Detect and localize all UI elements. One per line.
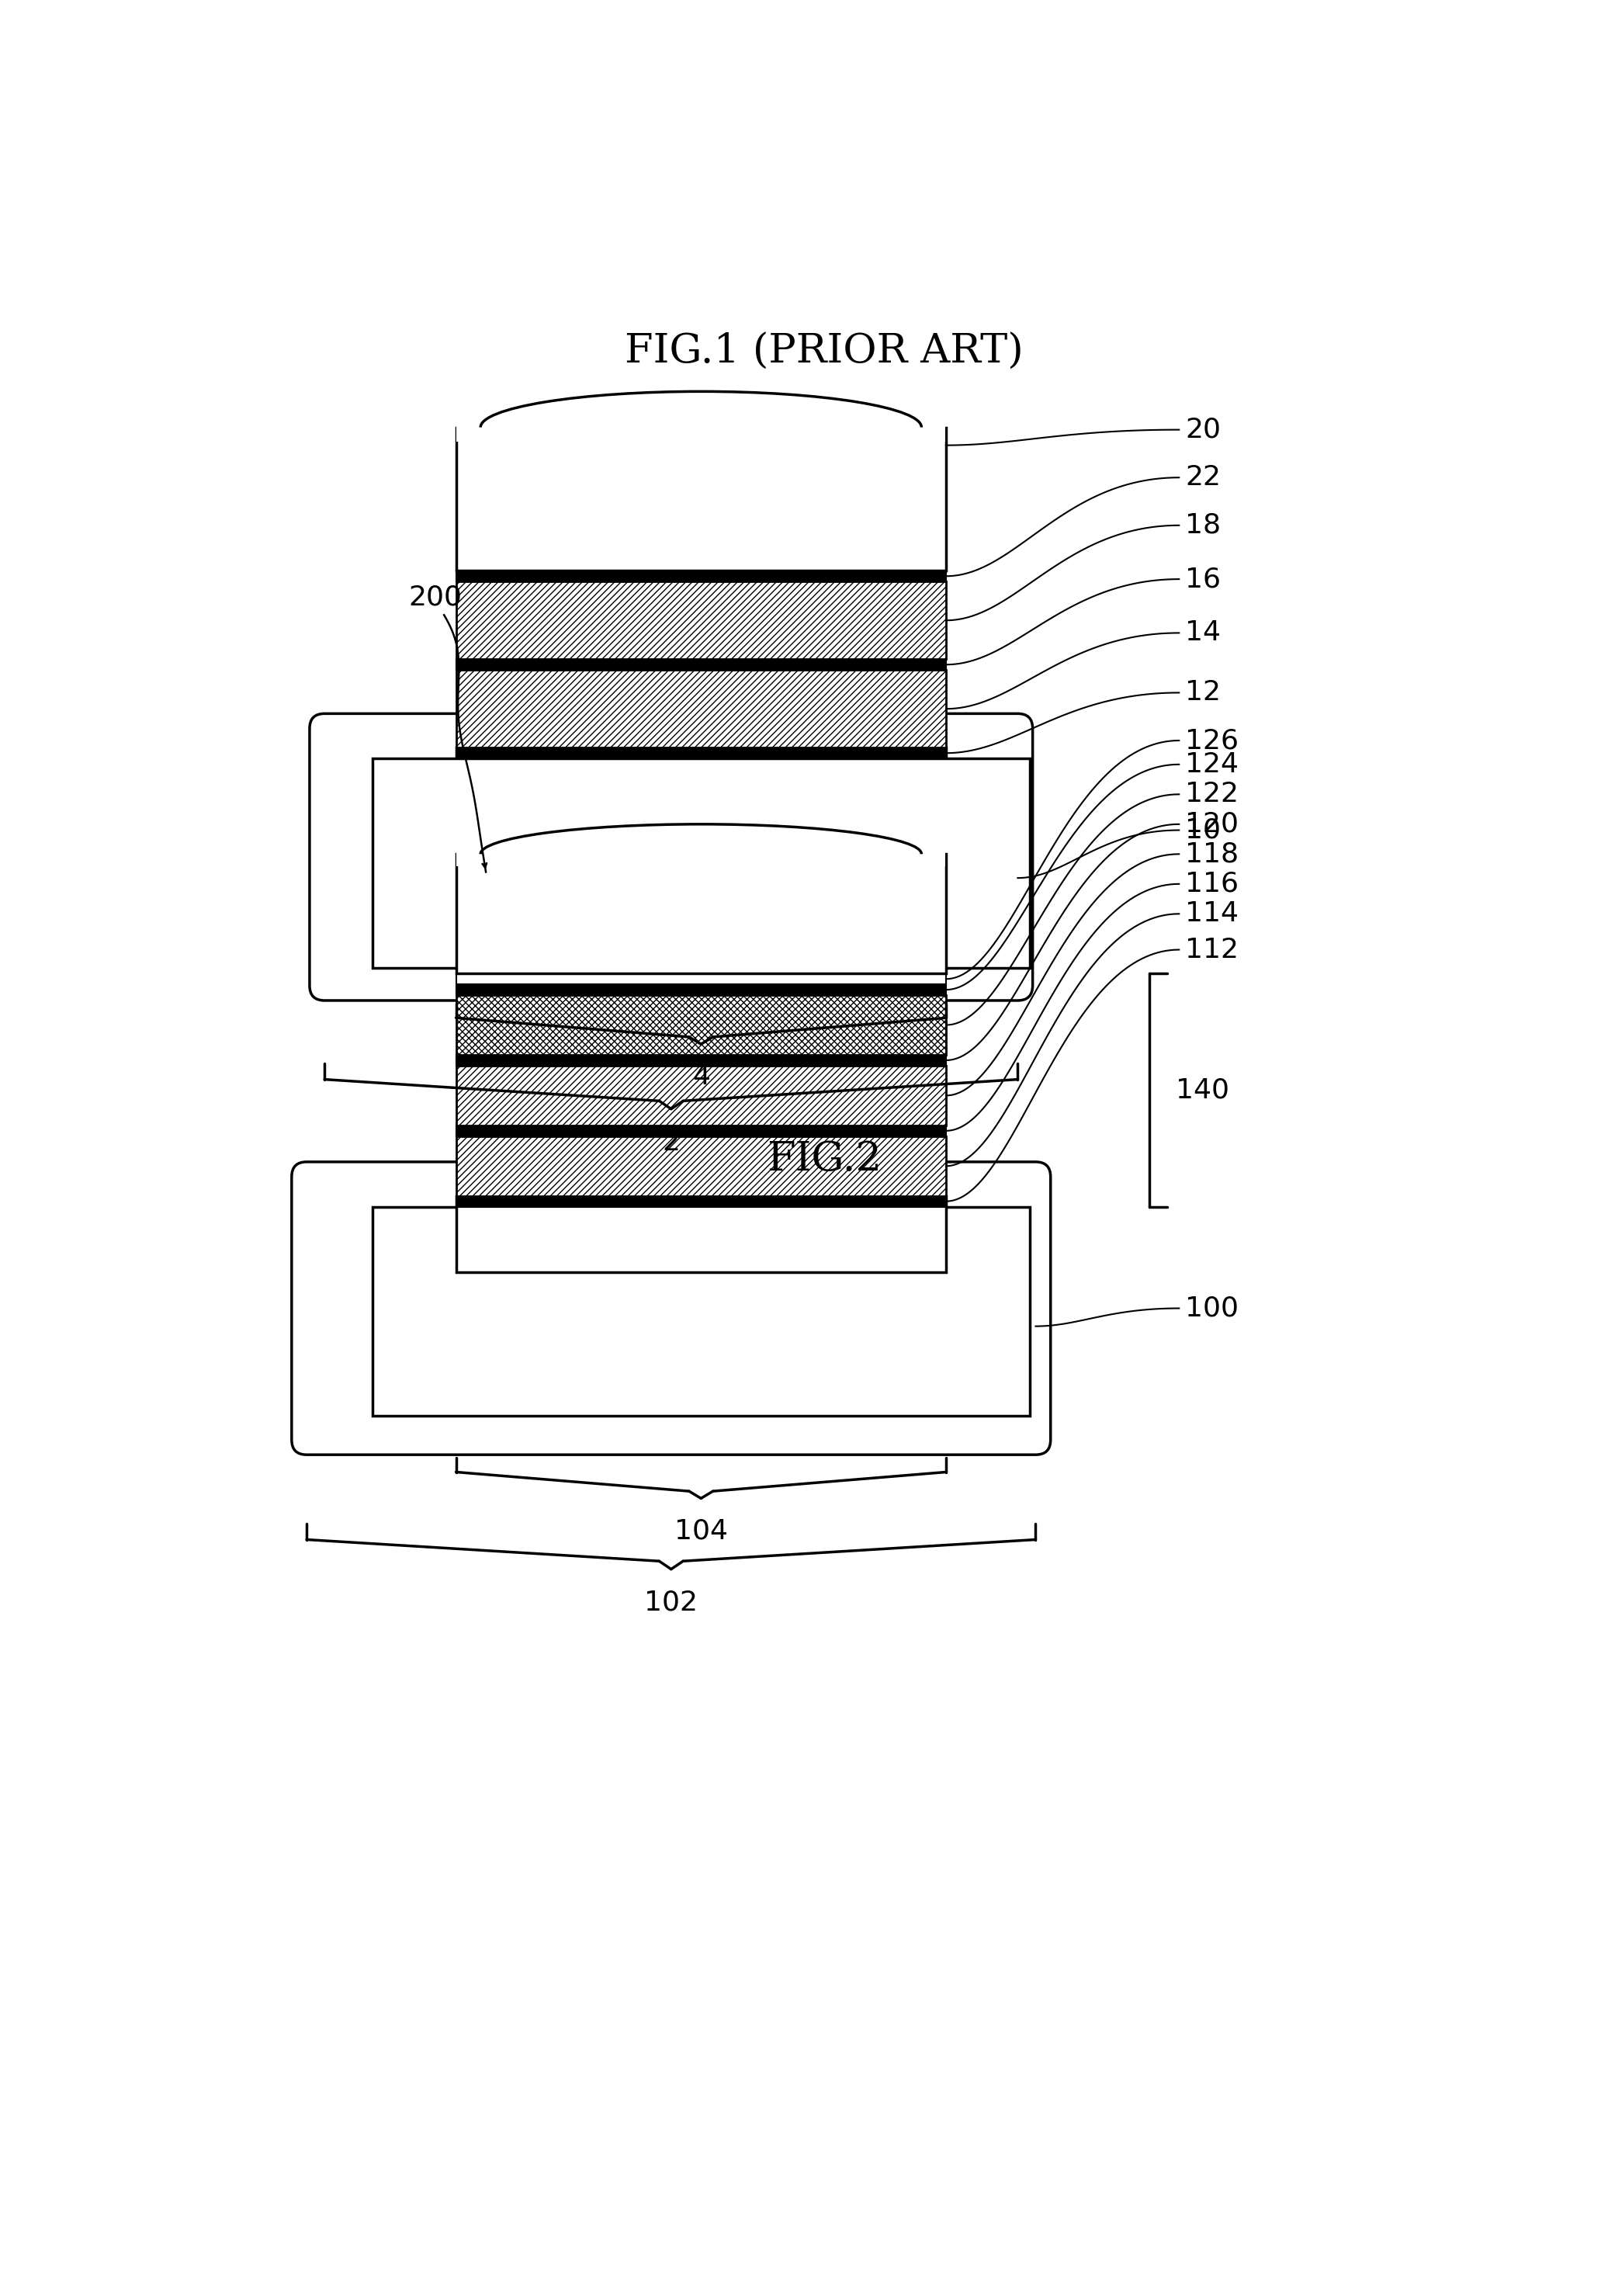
Bar bbox=[457, 670, 946, 748]
Bar bbox=[457, 1054, 946, 1065]
Bar bbox=[457, 994, 946, 1054]
Text: 122: 122 bbox=[1185, 781, 1238, 808]
Text: 4: 4 bbox=[691, 1063, 709, 1091]
Text: 126: 126 bbox=[1185, 728, 1238, 753]
Bar bbox=[457, 994, 946, 1054]
Bar bbox=[457, 427, 946, 572]
Bar bbox=[457, 974, 946, 985]
Text: 2: 2 bbox=[662, 1130, 680, 1155]
Bar bbox=[457, 1137, 946, 1196]
Bar bbox=[457, 581, 946, 659]
Bar bbox=[457, 572, 946, 581]
FancyBboxPatch shape bbox=[291, 1162, 1050, 1456]
Text: 100: 100 bbox=[1185, 1295, 1238, 1322]
Bar bbox=[457, 1137, 946, 1196]
Text: 14: 14 bbox=[1185, 620, 1220, 645]
Bar bbox=[457, 1196, 946, 1272]
Text: 200: 200 bbox=[408, 583, 461, 611]
Text: 22: 22 bbox=[1185, 464, 1220, 491]
Bar bbox=[457, 847, 946, 866]
Bar bbox=[457, 1065, 946, 1125]
Text: 118: 118 bbox=[1185, 840, 1238, 868]
Bar bbox=[457, 985, 946, 994]
Bar bbox=[457, 1065, 946, 1125]
FancyBboxPatch shape bbox=[310, 714, 1032, 1001]
Bar bbox=[457, 748, 946, 824]
Text: 120: 120 bbox=[1185, 810, 1238, 838]
Text: 140: 140 bbox=[1175, 1077, 1230, 1104]
Text: 124: 124 bbox=[1185, 751, 1238, 778]
Text: 112: 112 bbox=[1185, 937, 1238, 962]
Bar bbox=[457, 420, 946, 441]
Bar bbox=[373, 1208, 1029, 1417]
Text: 116: 116 bbox=[1185, 870, 1238, 898]
Bar bbox=[373, 758, 1029, 967]
Text: 104: 104 bbox=[674, 1518, 728, 1543]
Bar bbox=[457, 581, 946, 659]
Bar bbox=[457, 1196, 946, 1208]
Text: 102: 102 bbox=[645, 1589, 698, 1616]
Text: 18: 18 bbox=[1185, 512, 1220, 540]
Bar bbox=[457, 670, 946, 748]
Text: 12: 12 bbox=[1185, 680, 1220, 705]
Text: FIG.1 (PRIOR ART): FIG.1 (PRIOR ART) bbox=[626, 333, 1023, 372]
Text: 114: 114 bbox=[1185, 900, 1238, 928]
Bar bbox=[457, 1125, 946, 1137]
Text: FIG.2: FIG.2 bbox=[767, 1139, 881, 1178]
Text: 10: 10 bbox=[1185, 817, 1220, 843]
Bar bbox=[457, 659, 946, 670]
Text: 20: 20 bbox=[1185, 416, 1220, 443]
Text: 16: 16 bbox=[1185, 565, 1220, 592]
Bar bbox=[457, 854, 946, 974]
Bar bbox=[457, 748, 946, 758]
